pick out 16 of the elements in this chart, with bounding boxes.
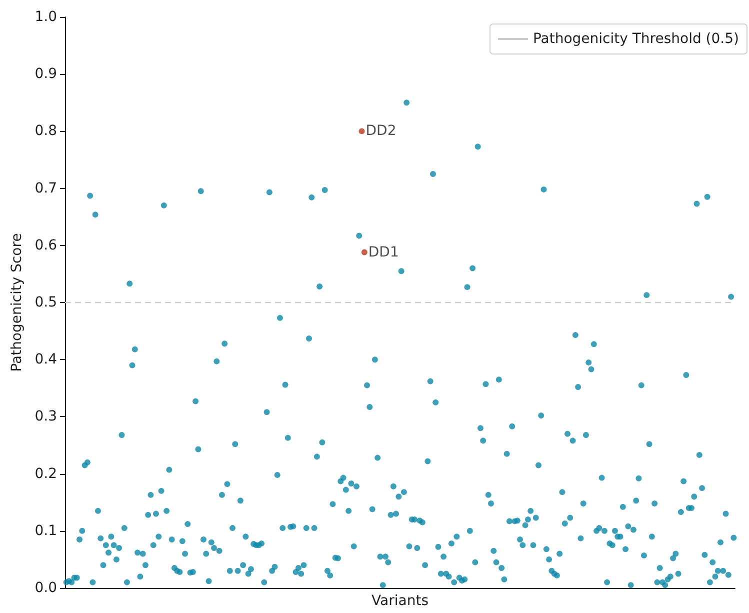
- y-tick-label: 0.4: [34, 352, 58, 368]
- legend-label: Pathogenicity Threshold (0.5): [532, 31, 740, 47]
- y-tick-label: 0.0: [34, 580, 57, 596]
- y-tick-label: 0.7: [34, 180, 57, 196]
- data-label: DD1: [368, 244, 399, 260]
- y-tick-label: 0.9: [34, 66, 57, 82]
- x-axis-title: Variants: [372, 593, 428, 609]
- y-tick-label: 0.3: [34, 408, 57, 425]
- y-axis-title: Pathogenicity Score: [8, 233, 25, 372]
- data-label: DD2: [366, 123, 396, 140]
- y-tick-label: 1.0: [34, 9, 57, 25]
- y-tick-label: 0.1: [34, 522, 57, 539]
- y-tick-label: 0.6: [34, 237, 58, 254]
- y-tick-label: 0.2: [34, 466, 57, 482]
- y-tick-label: 0.8: [34, 123, 57, 140]
- y-tick-label: 0.5: [34, 294, 57, 310]
